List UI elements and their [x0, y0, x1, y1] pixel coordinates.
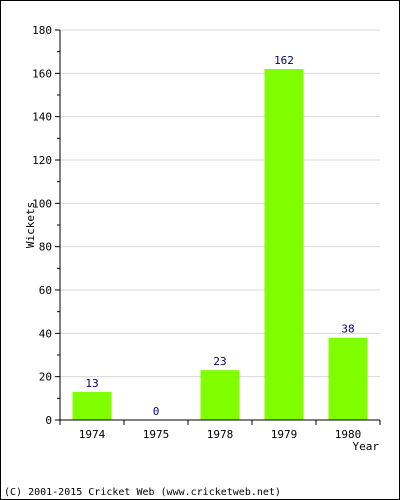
x-tick-label: 1974 [79, 428, 106, 441]
bar-1979 [264, 69, 304, 420]
gridlines [60, 29, 380, 378]
y-tick-label: 20 [39, 371, 52, 384]
y-tick-label: 180 [32, 24, 52, 37]
bar-1978 [200, 370, 240, 420]
y-ticks: 0 20 40 60 80 100 120 140 160 180 [32, 24, 60, 427]
data-label: 13 [85, 377, 98, 390]
copyright-footer: (C) 2001-2015 Cricket Web (www.cricketwe… [4, 487, 281, 498]
x-tick-label: 1975 [143, 428, 170, 441]
y-tick-label: 0 [45, 414, 52, 427]
x-axis-title: Year [353, 440, 380, 453]
x-tick-label: 1980 [335, 428, 362, 441]
data-label: 0 [153, 405, 160, 418]
bar-1980 [328, 337, 368, 420]
y-tick-label: 40 [39, 327, 52, 340]
x-tick-labels: 1974 1975 1978 1979 1980 [59, 420, 381, 441]
y-tick-label: 80 [39, 241, 52, 254]
y-tick-label: 140 [32, 111, 52, 124]
y-axis-title: Wickets [24, 202, 37, 248]
x-tick-label: 1978 [207, 428, 234, 441]
x-tick-label: 1979 [271, 428, 298, 441]
y-tick-label: 160 [32, 67, 52, 80]
data-label: 162 [274, 54, 294, 67]
y-tick-label: 60 [39, 284, 52, 297]
bars [72, 69, 368, 420]
data-label: 38 [341, 323, 354, 336]
y-tick-label: 100 [32, 197, 52, 210]
y-tick-label: 120 [32, 154, 52, 167]
bar-1974 [72, 391, 112, 420]
data-labels: 13 0 23 162 38 [85, 54, 354, 418]
data-label: 23 [213, 355, 226, 368]
